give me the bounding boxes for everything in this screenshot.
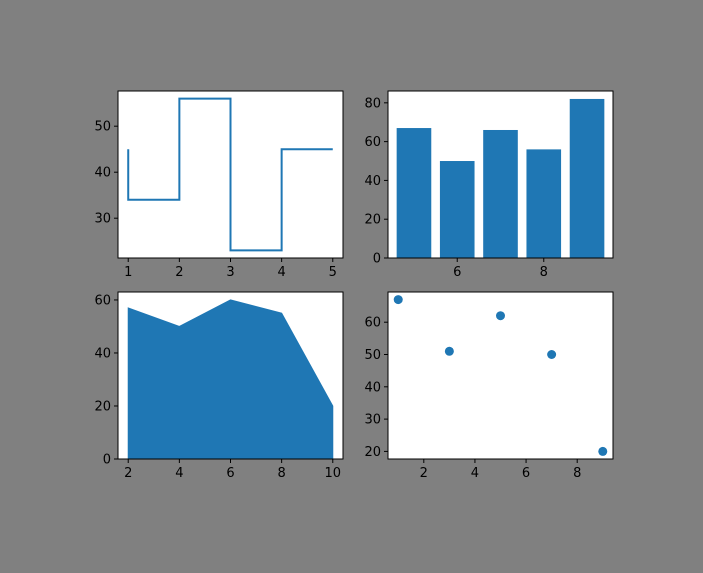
x-tick-label: 2	[175, 265, 183, 280]
y-tick-label: 50	[364, 348, 381, 363]
plot-area	[396, 98, 605, 258]
y-tick-label: 60	[364, 316, 381, 331]
x-tick-label: 4	[471, 466, 479, 481]
y-tick-label: 30	[94, 212, 111, 227]
y-tick-label: 40	[94, 166, 111, 181]
bar	[396, 128, 432, 258]
y-tick-label: 0	[103, 453, 111, 468]
bar	[569, 98, 605, 258]
y-tick-label: 60	[94, 293, 111, 308]
area-fill	[127, 299, 334, 460]
bar	[439, 161, 475, 258]
y-tick-label: 40	[94, 346, 111, 361]
x-tick-label: 5	[329, 265, 337, 280]
subplot-4: 2 4 6 8 20 30 40 50 60	[364, 291, 614, 481]
y-tick-label: 60	[364, 135, 381, 150]
plot-area	[393, 295, 608, 456]
y-tick-label: 30	[364, 413, 381, 428]
axes-frame	[387, 90, 614, 259]
x-tick-label: 3	[226, 265, 234, 280]
x-tick-label: 2	[124, 466, 132, 481]
y-tick-label: 50	[94, 120, 111, 135]
x-tick-label: 4	[277, 265, 285, 280]
y-tick-label: 40	[364, 174, 381, 189]
subplot-1: 1 2 3 4 5 30 40 50	[94, 90, 344, 280]
x-tick-label: 4	[175, 466, 183, 481]
plot-area	[127, 97, 333, 252]
y-tick-label: 80	[364, 96, 381, 111]
subplot-3: 2 4 6 8 10 0 20 40 60	[94, 291, 344, 481]
x-tick-label: 2	[420, 466, 428, 481]
x-tick-label: 8	[573, 466, 581, 481]
y-tick-label: 20	[94, 399, 111, 414]
y-tick-label: 0	[373, 252, 381, 267]
x-tick-label: 6	[453, 265, 461, 280]
bar	[483, 129, 518, 258]
plot-area	[127, 299, 334, 460]
scatter-point	[444, 346, 454, 356]
axes-frame	[387, 291, 614, 460]
bar	[526, 149, 562, 258]
step-line	[127, 97, 333, 252]
x-tick-label: 1	[124, 265, 132, 280]
x-tick-label: 10	[324, 466, 341, 481]
scatter-point	[496, 311, 505, 321]
y-tick-label: 20	[364, 445, 381, 460]
x-tick-label: 6	[226, 466, 234, 481]
y-tick-label: 40	[364, 380, 381, 395]
scatter-point	[547, 350, 557, 360]
x-tick-label: 6	[522, 466, 530, 481]
scatter-point	[393, 295, 403, 305]
x-tick-label: 8	[540, 265, 548, 280]
y-tick-label: 20	[364, 213, 381, 228]
x-tick-label: 8	[277, 466, 285, 481]
scatter-point	[598, 446, 608, 456]
